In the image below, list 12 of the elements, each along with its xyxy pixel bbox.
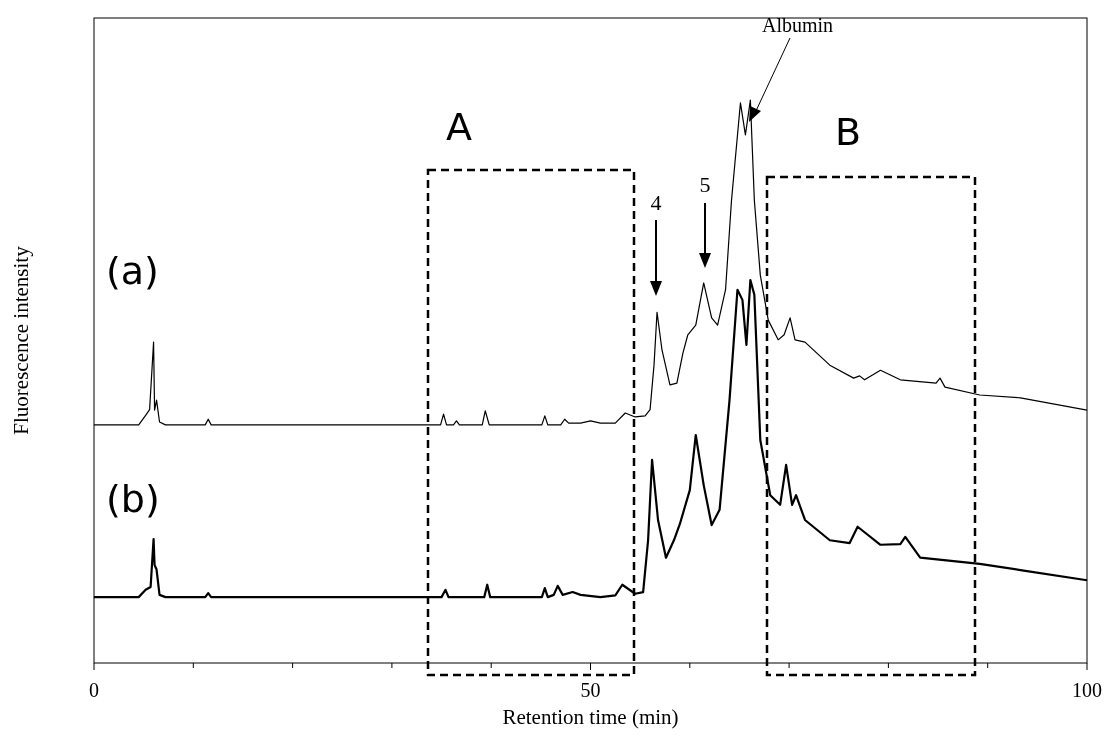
annotation: 4 — [650, 190, 662, 215]
annotation: B — [835, 110, 862, 154]
annotation: 5 — [699, 172, 711, 197]
x-axis-title: Retention time (min) — [502, 705, 679, 729]
y-axis-title: Fluorescence intensity — [9, 245, 33, 435]
series-label: (b) — [106, 477, 160, 521]
x-tick-label: 100 — [1072, 679, 1102, 701]
annotation: A — [446, 105, 472, 149]
x-tick-label: 0 — [89, 679, 99, 701]
series-label: (a) — [106, 249, 159, 293]
x-tick-label: 50 — [580, 679, 601, 701]
text: Albumin — [762, 14, 834, 36]
